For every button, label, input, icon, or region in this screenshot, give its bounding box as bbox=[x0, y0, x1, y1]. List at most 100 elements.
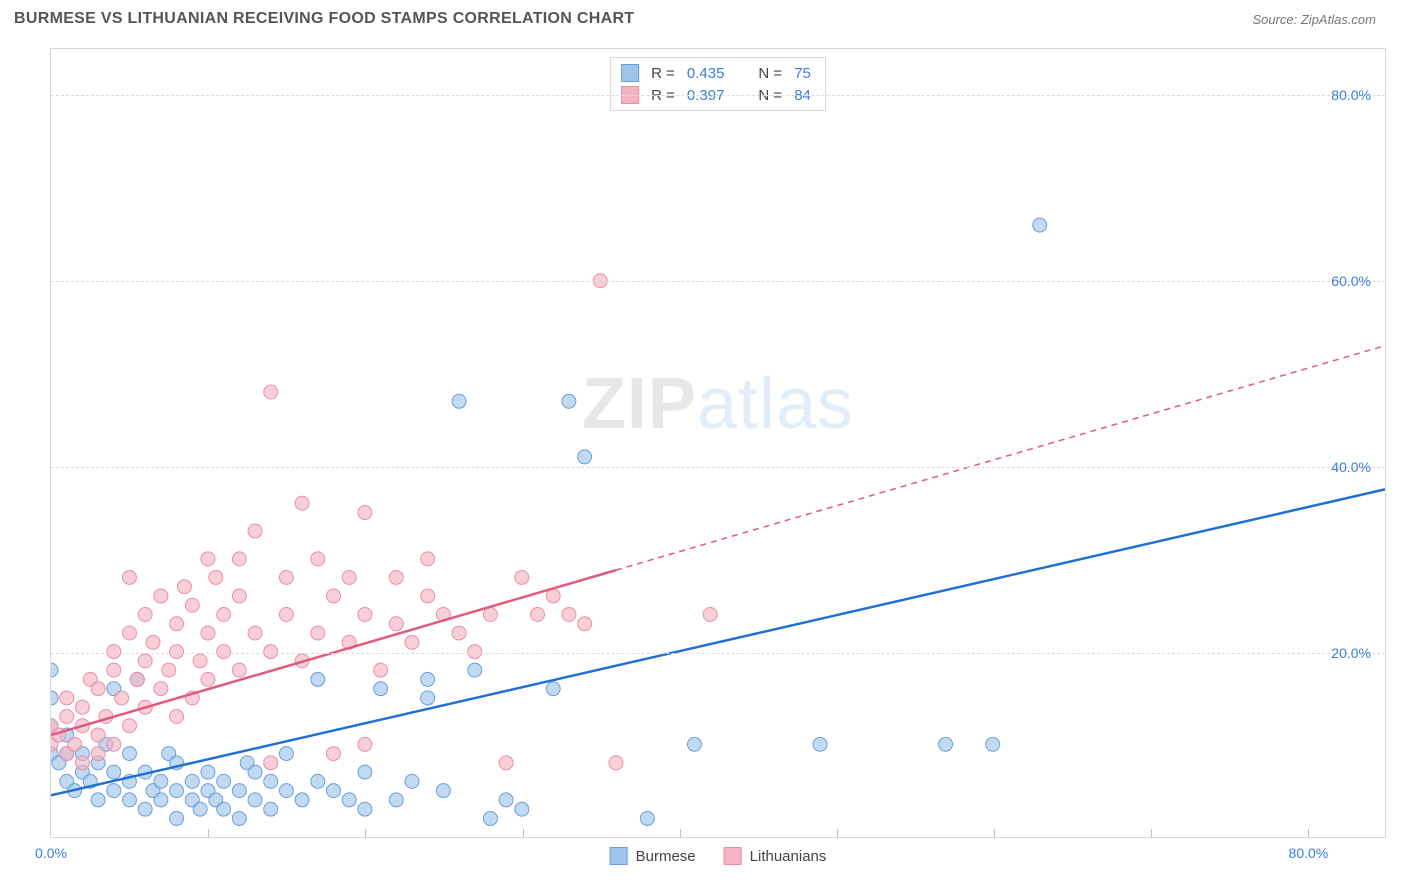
data-point-burmese bbox=[107, 765, 121, 779]
data-point-burmese bbox=[217, 802, 231, 816]
data-point-lithuanians bbox=[122, 570, 136, 584]
y-tick-label: 20.0% bbox=[1331, 645, 1371, 661]
data-point-lithuanians bbox=[138, 608, 152, 622]
data-point-lithuanians bbox=[578, 617, 592, 631]
gridline bbox=[51, 653, 1385, 654]
data-point-lithuanians bbox=[232, 589, 246, 603]
data-point-lithuanians bbox=[217, 645, 231, 659]
data-point-lithuanians bbox=[91, 728, 105, 742]
data-point-lithuanians bbox=[421, 552, 435, 566]
data-point-burmese bbox=[154, 793, 168, 807]
data-point-lithuanians bbox=[279, 570, 293, 584]
data-point-lithuanians bbox=[358, 506, 372, 520]
data-point-lithuanians bbox=[146, 635, 160, 649]
data-point-lithuanians bbox=[515, 570, 529, 584]
data-point-burmese bbox=[405, 774, 419, 788]
x-tick-label: 80.0% bbox=[1289, 845, 1329, 861]
gridline bbox=[51, 281, 1385, 282]
data-point-burmese bbox=[483, 811, 497, 825]
data-point-burmese bbox=[1033, 218, 1047, 232]
chart-plot-area: ZIPatlas R =0.435N =75R =0.397N =84 Burm… bbox=[50, 48, 1386, 838]
data-point-burmese bbox=[193, 802, 207, 816]
data-point-lithuanians bbox=[264, 645, 278, 659]
data-point-lithuanians bbox=[154, 682, 168, 696]
data-point-lithuanians bbox=[499, 756, 513, 770]
x-tick-mark bbox=[365, 829, 366, 837]
legend-swatch-burmese bbox=[610, 847, 628, 865]
x-tick-mark bbox=[523, 829, 524, 837]
data-point-lithuanians bbox=[358, 737, 372, 751]
data-point-burmese bbox=[201, 765, 215, 779]
x-tick-mark bbox=[208, 829, 209, 837]
data-point-lithuanians bbox=[91, 682, 105, 696]
data-point-lithuanians bbox=[170, 710, 184, 724]
data-point-burmese bbox=[452, 394, 466, 408]
data-point-lithuanians bbox=[122, 626, 136, 640]
data-point-burmese bbox=[51, 663, 58, 677]
data-point-burmese bbox=[562, 394, 576, 408]
scatter-svg bbox=[51, 49, 1385, 837]
data-point-burmese bbox=[232, 784, 246, 798]
data-point-lithuanians bbox=[609, 756, 623, 770]
data-point-burmese bbox=[138, 802, 152, 816]
data-point-burmese bbox=[421, 691, 435, 705]
data-point-lithuanians bbox=[107, 663, 121, 677]
gridline bbox=[51, 467, 1385, 468]
legend-label-lithuanians: Lithuanians bbox=[750, 848, 827, 865]
data-point-burmese bbox=[546, 682, 560, 696]
stats-row-burmese: R =0.435N =75 bbox=[621, 62, 811, 84]
data-point-burmese bbox=[170, 811, 184, 825]
chart-header: BURMESE VS LITHUANIAN RECEIVING FOOD STA… bbox=[0, 0, 1406, 34]
data-point-burmese bbox=[342, 793, 356, 807]
legend-swatch-burmese bbox=[621, 64, 639, 82]
data-point-lithuanians bbox=[107, 737, 121, 751]
data-point-lithuanians bbox=[154, 589, 168, 603]
data-point-burmese bbox=[640, 811, 654, 825]
data-point-burmese bbox=[986, 737, 1000, 751]
legend-item-lithuanians: Lithuanians bbox=[724, 847, 827, 865]
data-point-burmese bbox=[217, 774, 231, 788]
data-point-burmese bbox=[515, 802, 529, 816]
data-point-burmese bbox=[327, 784, 341, 798]
data-point-lithuanians bbox=[209, 570, 223, 584]
data-point-burmese bbox=[185, 774, 199, 788]
correlation-stats-box: R =0.435N =75R =0.397N =84 bbox=[610, 57, 826, 111]
data-point-burmese bbox=[91, 793, 105, 807]
data-point-burmese bbox=[295, 793, 309, 807]
data-point-lithuanians bbox=[389, 617, 403, 631]
y-tick-label: 80.0% bbox=[1331, 87, 1371, 103]
data-point-lithuanians bbox=[264, 385, 278, 399]
x-tick-mark bbox=[680, 829, 681, 837]
data-point-lithuanians bbox=[232, 552, 246, 566]
data-point-lithuanians bbox=[311, 626, 325, 640]
x-tick-mark bbox=[1151, 829, 1152, 837]
data-point-lithuanians bbox=[374, 663, 388, 677]
data-point-burmese bbox=[154, 774, 168, 788]
data-point-lithuanians bbox=[483, 608, 497, 622]
data-point-lithuanians bbox=[279, 608, 293, 622]
data-point-burmese bbox=[436, 784, 450, 798]
data-point-burmese bbox=[389, 793, 403, 807]
gridline bbox=[51, 95, 1385, 96]
data-point-lithuanians bbox=[75, 756, 89, 770]
r-value-burmese: 0.435 bbox=[687, 65, 725, 82]
data-point-burmese bbox=[248, 793, 262, 807]
data-point-burmese bbox=[311, 672, 325, 686]
source-link[interactable]: ZipAtlas.com bbox=[1301, 12, 1376, 27]
data-point-lithuanians bbox=[60, 710, 74, 724]
x-tick-mark bbox=[837, 829, 838, 837]
series-legend: BurmeseLithuanians bbox=[610, 847, 827, 865]
data-point-lithuanians bbox=[327, 589, 341, 603]
x-tick-mark bbox=[994, 829, 995, 837]
data-point-burmese bbox=[358, 802, 372, 816]
data-point-lithuanians bbox=[201, 626, 215, 640]
data-point-lithuanians bbox=[703, 608, 717, 622]
source-attribution: Source: ZipAtlas.com bbox=[1252, 12, 1376, 27]
data-point-burmese bbox=[358, 765, 372, 779]
data-point-lithuanians bbox=[217, 608, 231, 622]
data-point-burmese bbox=[421, 672, 435, 686]
n-value-burmese: 75 bbox=[794, 65, 811, 82]
data-point-lithuanians bbox=[248, 626, 262, 640]
data-point-burmese bbox=[232, 811, 246, 825]
r-label: R = bbox=[651, 65, 675, 82]
